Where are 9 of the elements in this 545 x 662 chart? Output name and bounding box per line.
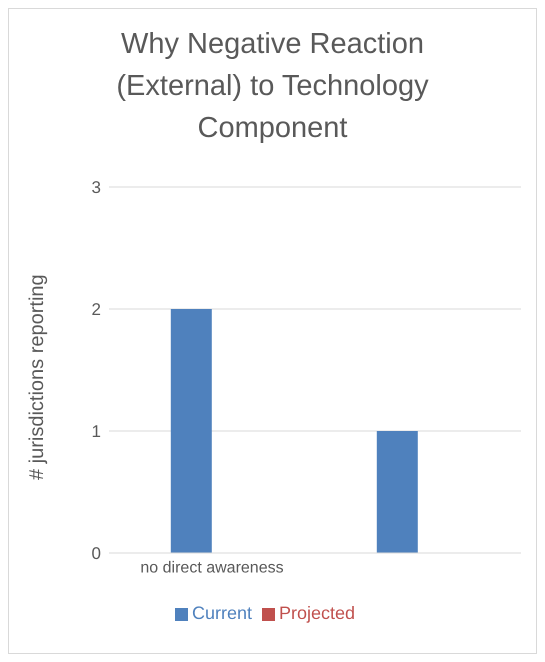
y-tick-label: 2	[92, 300, 101, 320]
y-axis-title: # jurisdictions reporting	[26, 274, 48, 480]
y-tick-label: 3	[92, 178, 101, 198]
y-tick-label: 1	[92, 422, 101, 442]
legend-label: Projected	[278, 603, 356, 623]
y-tick-label: 0	[92, 544, 101, 564]
legend-label: Current	[192, 603, 252, 623]
chart-title: Why Negative Reaction (External) to Technology Component	[115, 27, 430, 146]
x-tick-label: no direct awareness	[140, 559, 284, 576]
